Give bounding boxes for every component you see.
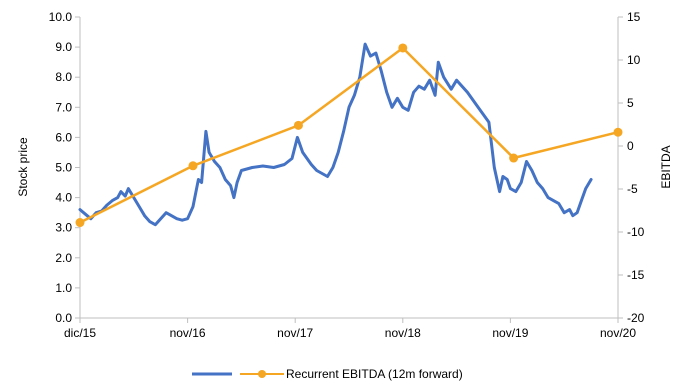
left-tick-label: 4.0 [55, 191, 72, 205]
left-tick-label: 7.0 [55, 100, 72, 114]
legend-label-ebitda: Recurrent EBITDA (12m forward) [286, 367, 463, 381]
x-axis-ticks: dic/15 nov/16 nov/17 nov/18 nov/19 nov/20 [64, 318, 636, 340]
stock-price-line [78, 42, 593, 227]
right-tick-label: -15 [627, 268, 645, 282]
x-tick-label: nov/16 [170, 326, 206, 340]
x-tick-label: dic/15 [64, 326, 96, 340]
x-tick-label: nov/18 [385, 326, 421, 340]
series-layer [75, 42, 623, 228]
left-axis-title: Stock price [16, 137, 30, 197]
right-tick-label: 5 [627, 96, 634, 110]
left-axis-ticks: 0.0 1.0 2.0 3.0 4.0 5.0 6.0 7.0 8.0 9.0 10.0 [49, 10, 80, 325]
ebitda-point [509, 153, 519, 163]
right-tick-label: -10 [627, 225, 645, 239]
left-tick-label: 3.0 [55, 221, 72, 235]
plot-area [79, 17, 619, 319]
left-tick-label: 5.0 [55, 161, 72, 175]
left-tick-label: 6.0 [55, 130, 72, 144]
ebitda-point [293, 120, 303, 130]
left-tick-label: 2.0 [55, 251, 72, 265]
right-tick-label: -20 [627, 311, 645, 325]
right-axis-title: EBITDA [659, 145, 673, 188]
right-tick-label: 10 [627, 53, 641, 67]
legend-marker-ebitda [258, 370, 266, 378]
ebitda-line [78, 46, 620, 224]
right-tick-label: -5 [627, 182, 638, 196]
right-tick-label: 0 [627, 139, 634, 153]
left-tick-label: 0.0 [55, 311, 72, 325]
left-tick-label: 9.0 [55, 40, 72, 54]
right-tick-label: 15 [627, 10, 641, 24]
x-tick-label: nov/20 [600, 326, 636, 340]
ebitda-point [188, 161, 198, 171]
x-tick-label: nov/19 [492, 326, 528, 340]
ebitda-point [75, 218, 85, 228]
ebitda-point [398, 43, 408, 53]
left-tick-label: 10.0 [49, 10, 73, 24]
legend: Recurrent EBITDA (12m forward) [192, 367, 463, 381]
left-tick-label: 8.0 [55, 70, 72, 84]
x-tick-label: nov/17 [277, 326, 313, 340]
right-axis-ticks: -20 -15 -10 -5 0 5 10 15 [618, 10, 645, 325]
left-tick-label: 1.0 [55, 281, 72, 295]
ebitda-point [613, 127, 623, 137]
